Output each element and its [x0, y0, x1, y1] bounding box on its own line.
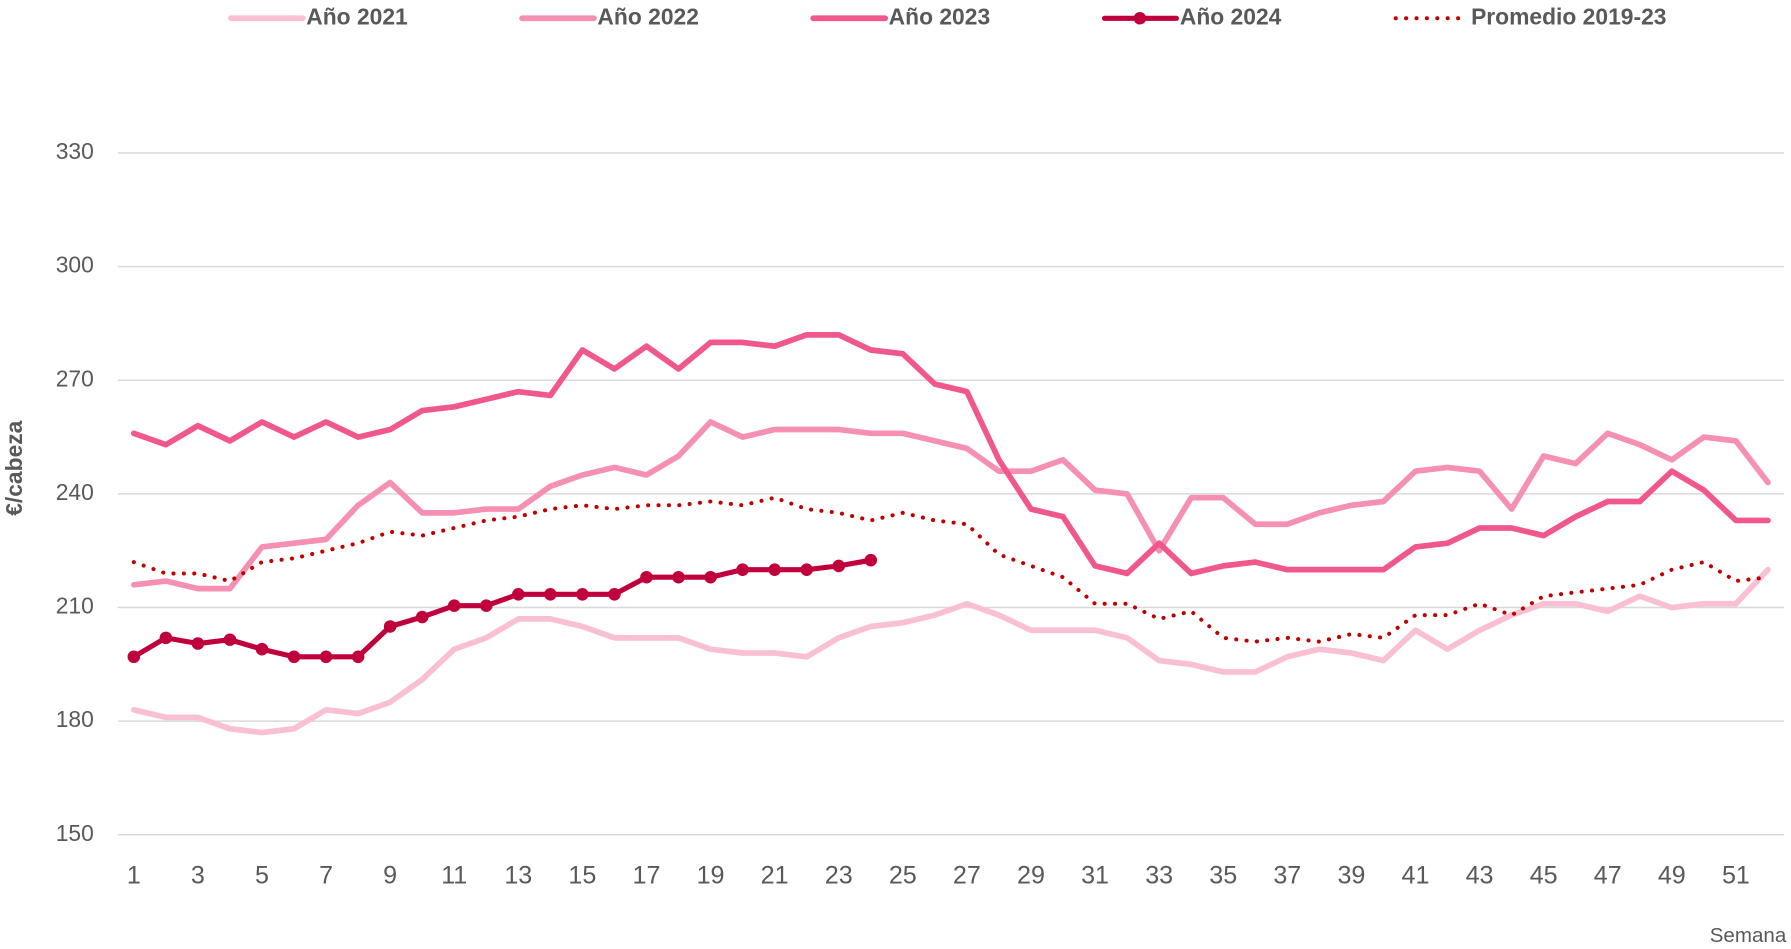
x-tick-label: 21: [761, 862, 789, 890]
data-point: [768, 563, 781, 576]
x-axis-label: Semana: [1710, 924, 1787, 947]
legend-label: Año 2021: [306, 3, 408, 29]
x-tick-label: 45: [1530, 862, 1558, 890]
data-point: [704, 570, 717, 584]
data-point: [672, 570, 685, 584]
legend-marker: [1133, 11, 1147, 25]
data-point: [159, 631, 173, 645]
data-point: [351, 650, 365, 664]
data-point: [576, 588, 589, 601]
legend-label: Año 2022: [597, 3, 699, 29]
y-tick-label: 150: [56, 820, 94, 846]
data-point: [544, 588, 557, 601]
data-point: [479, 599, 493, 612]
x-tick-label: 29: [1017, 862, 1045, 890]
x-tick-label: 39: [1337, 862, 1365, 890]
x-tick-label: 41: [1402, 862, 1430, 890]
data-point: [223, 633, 237, 647]
x-tick-label: 17: [633, 862, 661, 890]
series-line: [130, 331, 1771, 577]
data-point: [608, 588, 621, 601]
data-point: [864, 553, 878, 567]
x-tick-label: 15: [568, 862, 596, 890]
x-tick-label: 35: [1209, 862, 1237, 890]
series-line: [130, 419, 1771, 592]
y-tick-label: 300: [56, 252, 94, 278]
legend-label: Año 2024: [1180, 3, 1282, 29]
data-point: [255, 642, 269, 656]
y-tick-label: 240: [56, 479, 94, 505]
x-tick-label: 51: [1722, 862, 1750, 890]
x-tick-label: 11: [441, 862, 467, 890]
series-line: [130, 566, 1771, 736]
y-tick-label: 180: [56, 706, 94, 732]
x-tick-label: 27: [953, 862, 981, 890]
x-tick-label: 31: [1081, 862, 1109, 890]
x-tick-label: 7: [319, 862, 333, 890]
x-tick-label: 49: [1658, 862, 1686, 890]
y-tick-label: 210: [56, 593, 94, 619]
x-tick-label: 47: [1594, 862, 1622, 890]
x-tick-label: 19: [697, 862, 725, 890]
data-point: [191, 637, 205, 650]
legend-label: Año 2023: [889, 3, 991, 29]
legend-label: Promedio 2019-23: [1471, 3, 1666, 29]
data-point: [415, 610, 429, 624]
data-point: [736, 563, 749, 576]
series-line: [131, 495, 1770, 644]
x-tick-label: 43: [1466, 862, 1494, 890]
data-point: [832, 559, 846, 573]
y-tick-label: 270: [56, 365, 94, 391]
x-tick-label: 33: [1145, 862, 1173, 890]
x-tick-label: 37: [1273, 862, 1301, 890]
data-point: [287, 650, 301, 664]
x-tick-label: 9: [383, 862, 397, 890]
x-tick-label: 3: [191, 862, 205, 890]
data-point: [800, 563, 813, 576]
x-tick-label: 25: [889, 862, 917, 890]
y-tick-label: 330: [56, 138, 94, 164]
data-point: [640, 570, 653, 584]
x-tick-label: 5: [255, 862, 269, 890]
data-point: [127, 650, 141, 664]
x-tick-label: 23: [825, 862, 853, 890]
x-tick-label: 13: [504, 862, 532, 890]
data-point: [447, 599, 461, 612]
data-point: [319, 650, 333, 664]
data-point: [383, 620, 397, 633]
x-tick-label: 1: [127, 862, 141, 890]
data-point: [512, 588, 525, 601]
y-axis-label: €/cabeza: [1, 420, 27, 515]
